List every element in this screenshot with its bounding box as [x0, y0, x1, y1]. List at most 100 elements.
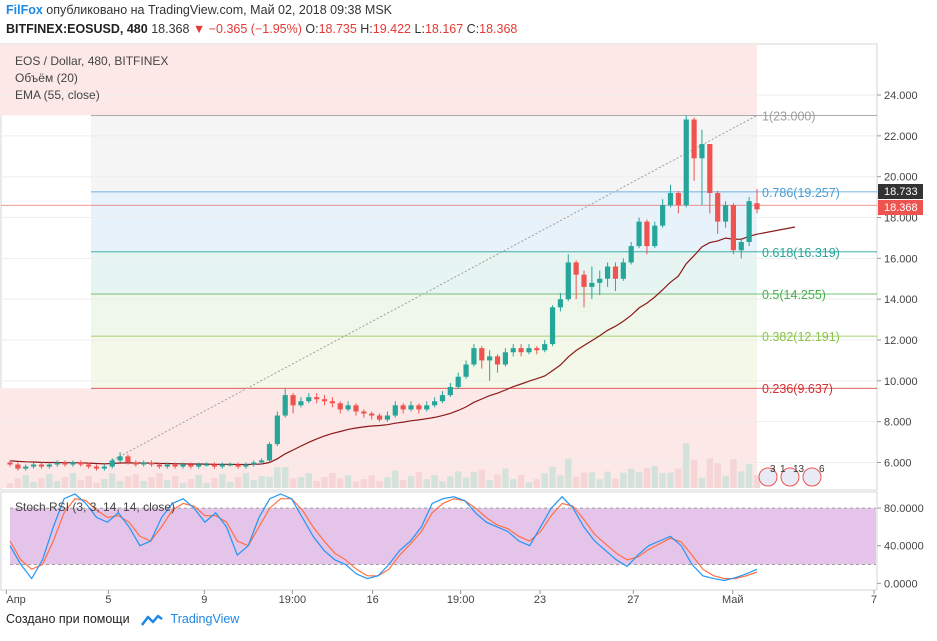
price-tick-label: 6.000	[884, 457, 912, 469]
volume-bar	[85, 476, 92, 488]
candle	[337, 403, 343, 410]
price-tick-label: 18.000	[884, 213, 918, 225]
volume-bar	[659, 473, 666, 488]
candle	[290, 395, 296, 406]
fib-zone-left	[0, 388, 91, 488]
volume-bar	[690, 459, 698, 488]
volume-bar	[683, 443, 690, 488]
fib-trend-line[interactable]	[111, 115, 758, 461]
volume-bar	[376, 481, 383, 488]
candle	[667, 193, 674, 206]
candle	[353, 405, 359, 412]
volume-bar	[344, 475, 352, 488]
fib-zone	[91, 115, 757, 192]
time-tick-label: Май	[722, 594, 744, 606]
volume-bar	[431, 475, 438, 488]
open-label: O:	[305, 22, 319, 36]
footer-text: Создано при помощи	[6, 612, 130, 626]
volume-bar	[313, 481, 320, 488]
volume-bar	[407, 476, 415, 488]
candle	[46, 464, 52, 467]
volume-bar	[297, 477, 305, 488]
candle	[235, 464, 241, 467]
volume-bar	[282, 467, 289, 488]
footer-brand[interactable]: TradingView	[170, 612, 240, 626]
candle	[361, 411, 367, 414]
volume-bar	[266, 476, 273, 488]
fib-label: 1(23.000)	[762, 109, 816, 123]
candle	[722, 205, 729, 222]
volume-bar	[667, 472, 674, 488]
fib-zone	[91, 251, 757, 294]
candle	[526, 348, 532, 353]
candle	[188, 464, 194, 467]
candle	[23, 466, 29, 469]
time-tick-label: 7	[871, 594, 877, 606]
candle	[400, 405, 406, 410]
volume-bar	[6, 483, 14, 488]
candle	[369, 413, 375, 416]
volume-bar	[368, 475, 375, 488]
time-tick-label: 27	[627, 594, 639, 606]
time-axis[interactable]: Апр 5 9 19:00 16 19:00 23 27 Май 7	[5, 590, 877, 606]
candle	[542, 344, 548, 351]
candle	[30, 464, 37, 467]
author-name[interactable]: FilFox	[6, 3, 43, 17]
candle	[164, 464, 170, 467]
time-tick-label: 23	[534, 594, 546, 606]
volume-bar	[360, 479, 368, 488]
candle	[487, 356, 493, 361]
fib-label: 0.618(16.319)	[762, 246, 840, 260]
events-icon[interactable]: 3 1 13 6	[758, 464, 825, 487]
candle	[612, 266, 619, 279]
candle	[549, 307, 556, 345]
candle	[172, 464, 178, 467]
candles	[7, 115, 760, 471]
volume-bar	[714, 463, 721, 488]
candle	[86, 464, 92, 467]
volume-bar	[179, 483, 187, 488]
volume-bar	[116, 481, 124, 488]
price-tick-label: 14.000	[884, 294, 918, 306]
volume-bar	[242, 473, 250, 488]
candle	[573, 262, 579, 275]
candle	[180, 464, 186, 467]
candle	[196, 464, 202, 467]
price-axis[interactable]: 24.000 22.000 20.000 18.000 16.000 14.000 12.0…	[877, 90, 918, 469]
volume-bar	[730, 459, 737, 488]
price-tick-label: 22.000	[884, 131, 918, 143]
volume-bar	[478, 469, 485, 488]
candle	[54, 462, 60, 465]
svg-text:1: 1	[780, 464, 786, 475]
candle	[203, 464, 210, 466]
low-value: 18.167	[424, 22, 464, 36]
volume-bar	[164, 480, 171, 488]
candle	[117, 456, 123, 461]
fib-lines: 1(23.000) 0.786(19.257) 0.618(16.319) 0.5(1…	[91, 109, 877, 396]
volume-bar	[722, 475, 729, 488]
fib-zone	[91, 293, 757, 337]
candle	[699, 144, 705, 159]
candle	[715, 193, 721, 222]
grid-main	[1, 94, 877, 463]
time-tick-label: 16	[366, 594, 378, 606]
open-value: 18.735	[318, 22, 357, 36]
price-tick-label: 10.000	[884, 376, 918, 388]
volume-bar	[541, 473, 548, 488]
volume-bar	[588, 472, 596, 488]
candle	[392, 405, 398, 416]
candle	[101, 466, 107, 469]
candle	[314, 397, 320, 400]
candle	[211, 464, 218, 467]
stoch-axis[interactable]: 80.0000 40.0000 0.0000	[877, 503, 924, 590]
volume-bar	[675, 468, 682, 488]
price-label-high: 18.733	[878, 184, 923, 199]
price-tick-label: 8.000	[884, 417, 912, 429]
candle	[141, 462, 147, 465]
volume-bar	[171, 476, 179, 488]
candle	[38, 464, 45, 467]
candle	[384, 415, 391, 420]
candle	[376, 415, 383, 420]
candle	[408, 405, 414, 410]
